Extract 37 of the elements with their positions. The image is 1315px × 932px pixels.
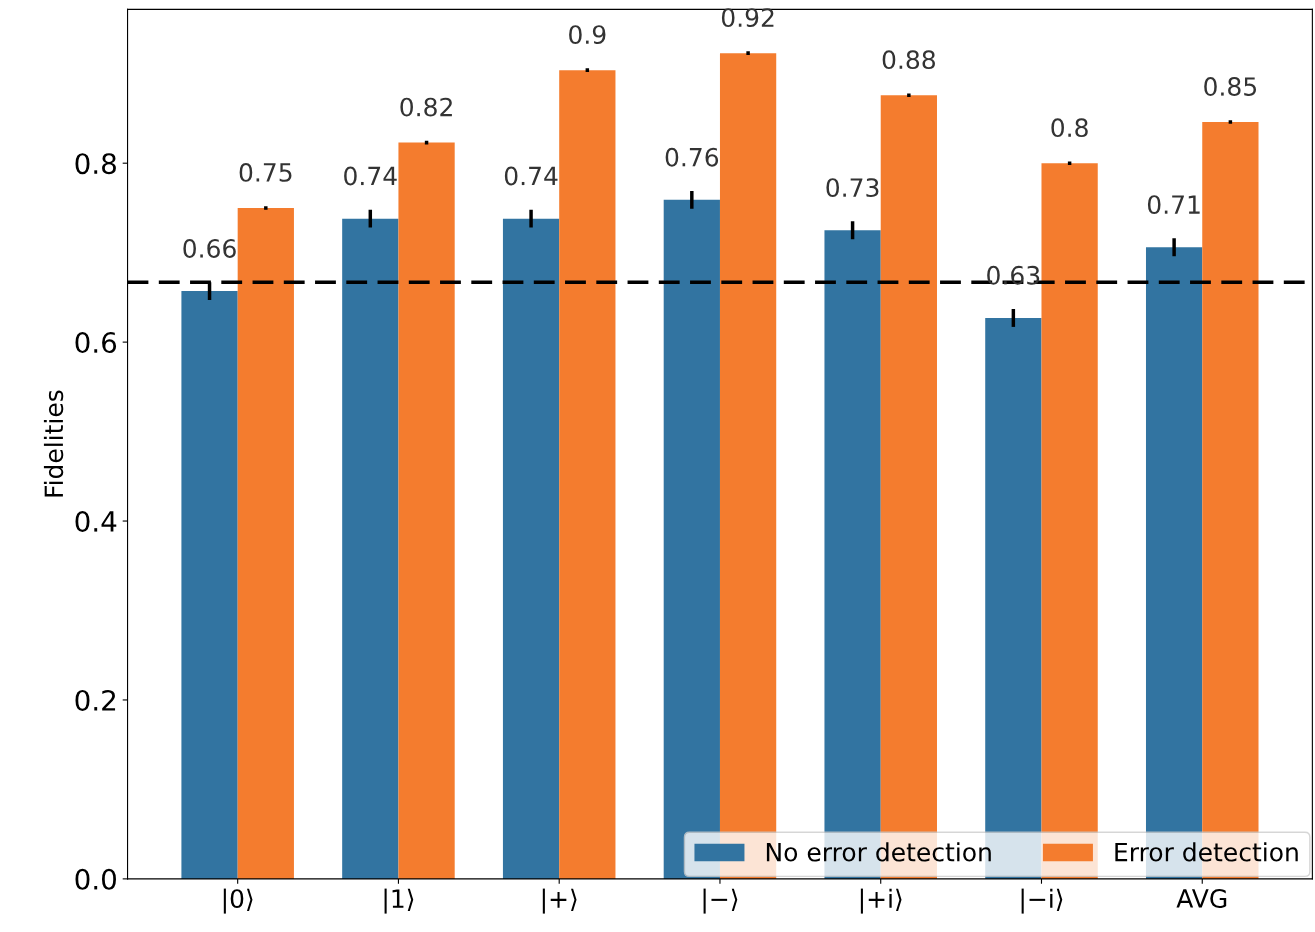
bar [181,291,238,879]
data-label: 0.71 [1147,195,1200,215]
data-label: 0.92 [721,8,774,28]
x-tick-label: |−i⟩ [1021,888,1063,914]
bar [663,199,720,879]
x-tick-label: AVG [1176,889,1227,908]
data-label: 0.88 [882,50,935,70]
x-tick-label: |+i⟩ [860,888,902,914]
data-label: 0.85 [1204,77,1257,96]
bar [342,218,399,879]
data-label: 0.66 [183,238,236,258]
y-tick-label: 0.2 [75,689,116,711]
x-tick-label: |1⟩ [384,888,414,914]
bar [559,70,616,879]
data-label: 0.75 [239,162,292,182]
data-label: 0.8 [1051,118,1088,138]
bar [1041,163,1098,879]
data-label: 0.63 [987,265,1040,285]
y-tick-label: 0.6 [75,332,117,354]
legend-label: Error detection [1115,842,1298,862]
data-label: 0.74 [344,166,397,186]
data-label: 0.73 [826,178,879,198]
legend-label: No error detection [766,842,991,862]
data-label: 0.76 [665,147,719,167]
x-tick-label: |−⟩ [703,888,738,914]
bar [398,142,455,879]
x-tick-label: |0⟩ [223,888,253,914]
bar [502,218,560,879]
y-tick-label: 0.0 [75,868,116,890]
y-tick-label: 0.4 [75,510,117,532]
data-label: 0.9 [569,25,606,45]
data-label: 0.74 [504,166,558,186]
bar [237,207,294,879]
y-axis-title: Fidelities [43,390,64,497]
data-label: 0.82 [400,97,452,117]
y-tick-label: 0.8 [75,153,116,175]
x-tick-label: |+⟩ [542,888,577,914]
